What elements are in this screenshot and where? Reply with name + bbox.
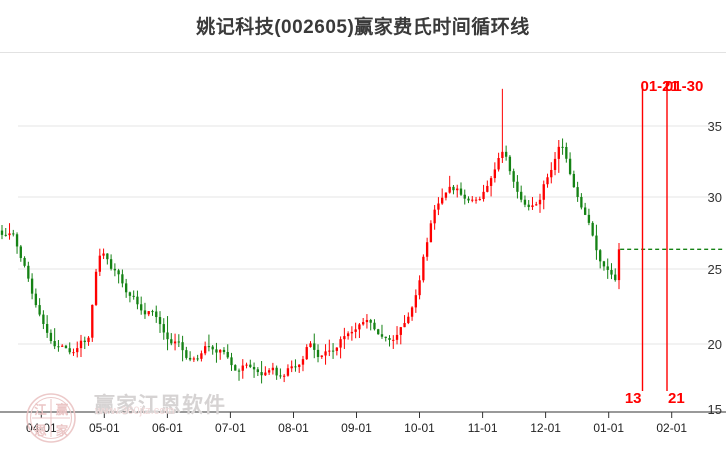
svg-text:赢: 赢: [56, 402, 69, 417]
svg-text:江: 江: [34, 402, 47, 417]
svg-text:恩: 恩: [34, 423, 47, 438]
svg-text:家: 家: [56, 423, 69, 438]
